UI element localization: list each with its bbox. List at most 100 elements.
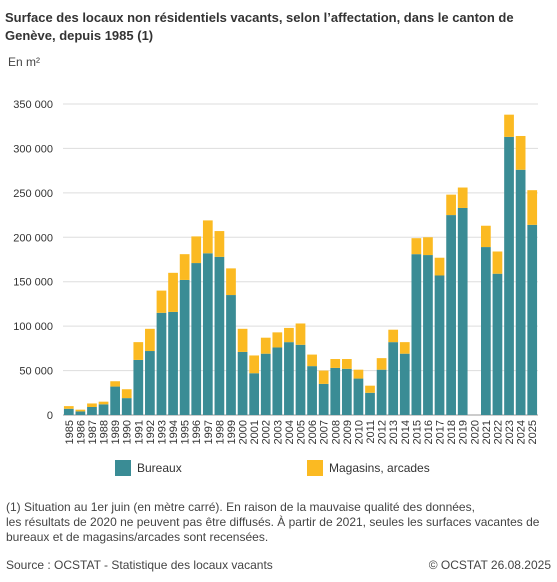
legend-item-magasins[interactable]: Magasins, arcades bbox=[307, 460, 430, 476]
x-tick-label: 2013 bbox=[388, 420, 400, 444]
x-tick-label: 1994 bbox=[168, 420, 180, 444]
x-tick-label: 2000 bbox=[238, 420, 250, 444]
bar-bureaux bbox=[318, 383, 329, 415]
x-tick-label: 2012 bbox=[377, 420, 389, 444]
bar-magasins bbox=[515, 135, 526, 170]
x-tick-label: 2004 bbox=[284, 420, 296, 444]
x-tick-label: 1997 bbox=[203, 420, 215, 444]
x-tick-label: 2009 bbox=[342, 420, 354, 444]
x-axis-ticks: 1985 1986 1987 1988 1989 1990 1991 1992 1993 1994… bbox=[64, 420, 539, 444]
bar-magasins bbox=[179, 254, 190, 280]
bar-bureaux bbox=[353, 378, 364, 415]
bar-magasins bbox=[272, 332, 283, 348]
bar-bureaux bbox=[121, 398, 132, 415]
x-tick-label: 2002 bbox=[261, 420, 273, 444]
chart-title: Surface des locaux non résidentiels vaca… bbox=[5, 10, 514, 43]
x-tick-label: 1993 bbox=[156, 420, 168, 444]
bar-bureaux bbox=[284, 342, 294, 415]
x-tick-label: 2006 bbox=[307, 420, 319, 444]
bar-magasins bbox=[75, 409, 86, 412]
bar-bureaux bbox=[492, 273, 503, 415]
bar-magasins bbox=[202, 220, 213, 254]
x-tick-label: 2017 bbox=[435, 420, 447, 444]
bar-bureaux bbox=[98, 404, 109, 415]
bar-magasins bbox=[168, 272, 178, 312]
bar-magasins bbox=[457, 187, 468, 208]
x-tick-label: 2021 bbox=[481, 420, 493, 444]
x-tick-label: 2010 bbox=[353, 420, 365, 444]
bar-bureaux bbox=[341, 368, 352, 415]
x-tick-label: 2011 bbox=[365, 420, 377, 444]
x-tick-label: 2003 bbox=[272, 420, 284, 444]
bar-magasins bbox=[481, 225, 491, 248]
x-tick-label: 1988 bbox=[99, 420, 111, 444]
legend-item-bureaux[interactable]: Bureaux bbox=[115, 460, 182, 476]
x-tick-label: 1987 bbox=[87, 420, 99, 444]
bar-bureaux bbox=[272, 347, 283, 415]
bar-magasins bbox=[318, 370, 329, 384]
y-tick-label: 150 000 bbox=[13, 277, 53, 289]
bar-bureaux bbox=[156, 312, 167, 415]
footnote-line-1: (1) Situation au 1er juin (en mètre carr… bbox=[6, 500, 475, 514]
bar-magasins bbox=[226, 268, 236, 296]
x-tick-label: 2025 bbox=[527, 420, 539, 444]
x-tick-label: 1999 bbox=[226, 420, 238, 444]
bar-bureaux bbox=[423, 255, 433, 415]
bar-bureaux bbox=[481, 247, 491, 415]
footnote-line-2: les résultats de 2020 ne peuvent pas êtr… bbox=[6, 515, 540, 529]
bar-bureaux bbox=[191, 263, 202, 415]
bar-magasins bbox=[376, 358, 387, 370]
x-tick-label: 2022 bbox=[492, 420, 504, 444]
copyright-text[interactable]: © OCSTAT 26.08.2025 bbox=[428, 558, 551, 572]
bar-magasins bbox=[237, 328, 248, 352]
bar-bureaux bbox=[330, 367, 341, 415]
x-tick-label: 2023 bbox=[504, 420, 516, 444]
footnote: (1) Situation au 1er juin (en mètre carr… bbox=[6, 500, 551, 545]
bar-magasins bbox=[87, 403, 97, 408]
bar-magasins bbox=[110, 381, 120, 387]
bar-magasins bbox=[295, 323, 306, 345]
y-tick-label: 350 000 bbox=[13, 99, 53, 111]
x-tick-label: 1996 bbox=[191, 420, 203, 444]
bar-bureaux bbox=[388, 342, 399, 415]
bar-bureaux bbox=[75, 411, 86, 415]
x-tick-label: 2005 bbox=[296, 420, 308, 444]
bar-magasins bbox=[330, 359, 341, 368]
bar-magasins bbox=[388, 329, 399, 343]
bar-magasins bbox=[365, 385, 375, 393]
bar-magasins bbox=[353, 369, 364, 379]
bar-magasins bbox=[133, 342, 144, 360]
bar-bureaux bbox=[145, 351, 155, 415]
bar-bureaux bbox=[295, 344, 306, 415]
bar-bureaux bbox=[63, 408, 74, 415]
y-tick-label: 200 000 bbox=[13, 232, 53, 244]
bar-magasins bbox=[145, 328, 155, 352]
x-tick-label: 2020 bbox=[469, 420, 481, 444]
bar-magasins bbox=[98, 401, 109, 405]
bar-bureaux bbox=[168, 311, 178, 415]
x-tick-label: 2008 bbox=[330, 420, 342, 444]
x-tick-label: 2019 bbox=[458, 420, 470, 444]
legend-swatch-bureaux bbox=[115, 460, 131, 476]
x-tick-label: 2014 bbox=[400, 420, 412, 444]
bars bbox=[63, 114, 538, 415]
bar-magasins bbox=[434, 257, 445, 276]
x-tick-label: 2001 bbox=[249, 420, 261, 444]
x-tick-label: 1991 bbox=[133, 420, 145, 444]
bar-magasins bbox=[399, 342, 410, 354]
legend-swatch-magasins bbox=[307, 460, 323, 476]
y-tick-label: 0 bbox=[47, 410, 53, 422]
bar-bureaux bbox=[515, 169, 526, 415]
y-tick-label: 300 000 bbox=[13, 143, 53, 155]
bar-bureaux bbox=[179, 279, 190, 415]
bar-bureaux bbox=[399, 353, 410, 415]
bar-bureaux bbox=[226, 295, 236, 415]
bar-magasins bbox=[214, 231, 225, 257]
x-tick-label: 1986 bbox=[75, 420, 87, 444]
x-tick-label: 1998 bbox=[214, 420, 226, 444]
x-tick-label: 2016 bbox=[423, 420, 435, 444]
bar-magasins bbox=[492, 251, 503, 274]
bar-magasins bbox=[423, 237, 433, 256]
x-tick-label: 1995 bbox=[180, 420, 192, 444]
bar-bureaux bbox=[434, 275, 445, 415]
